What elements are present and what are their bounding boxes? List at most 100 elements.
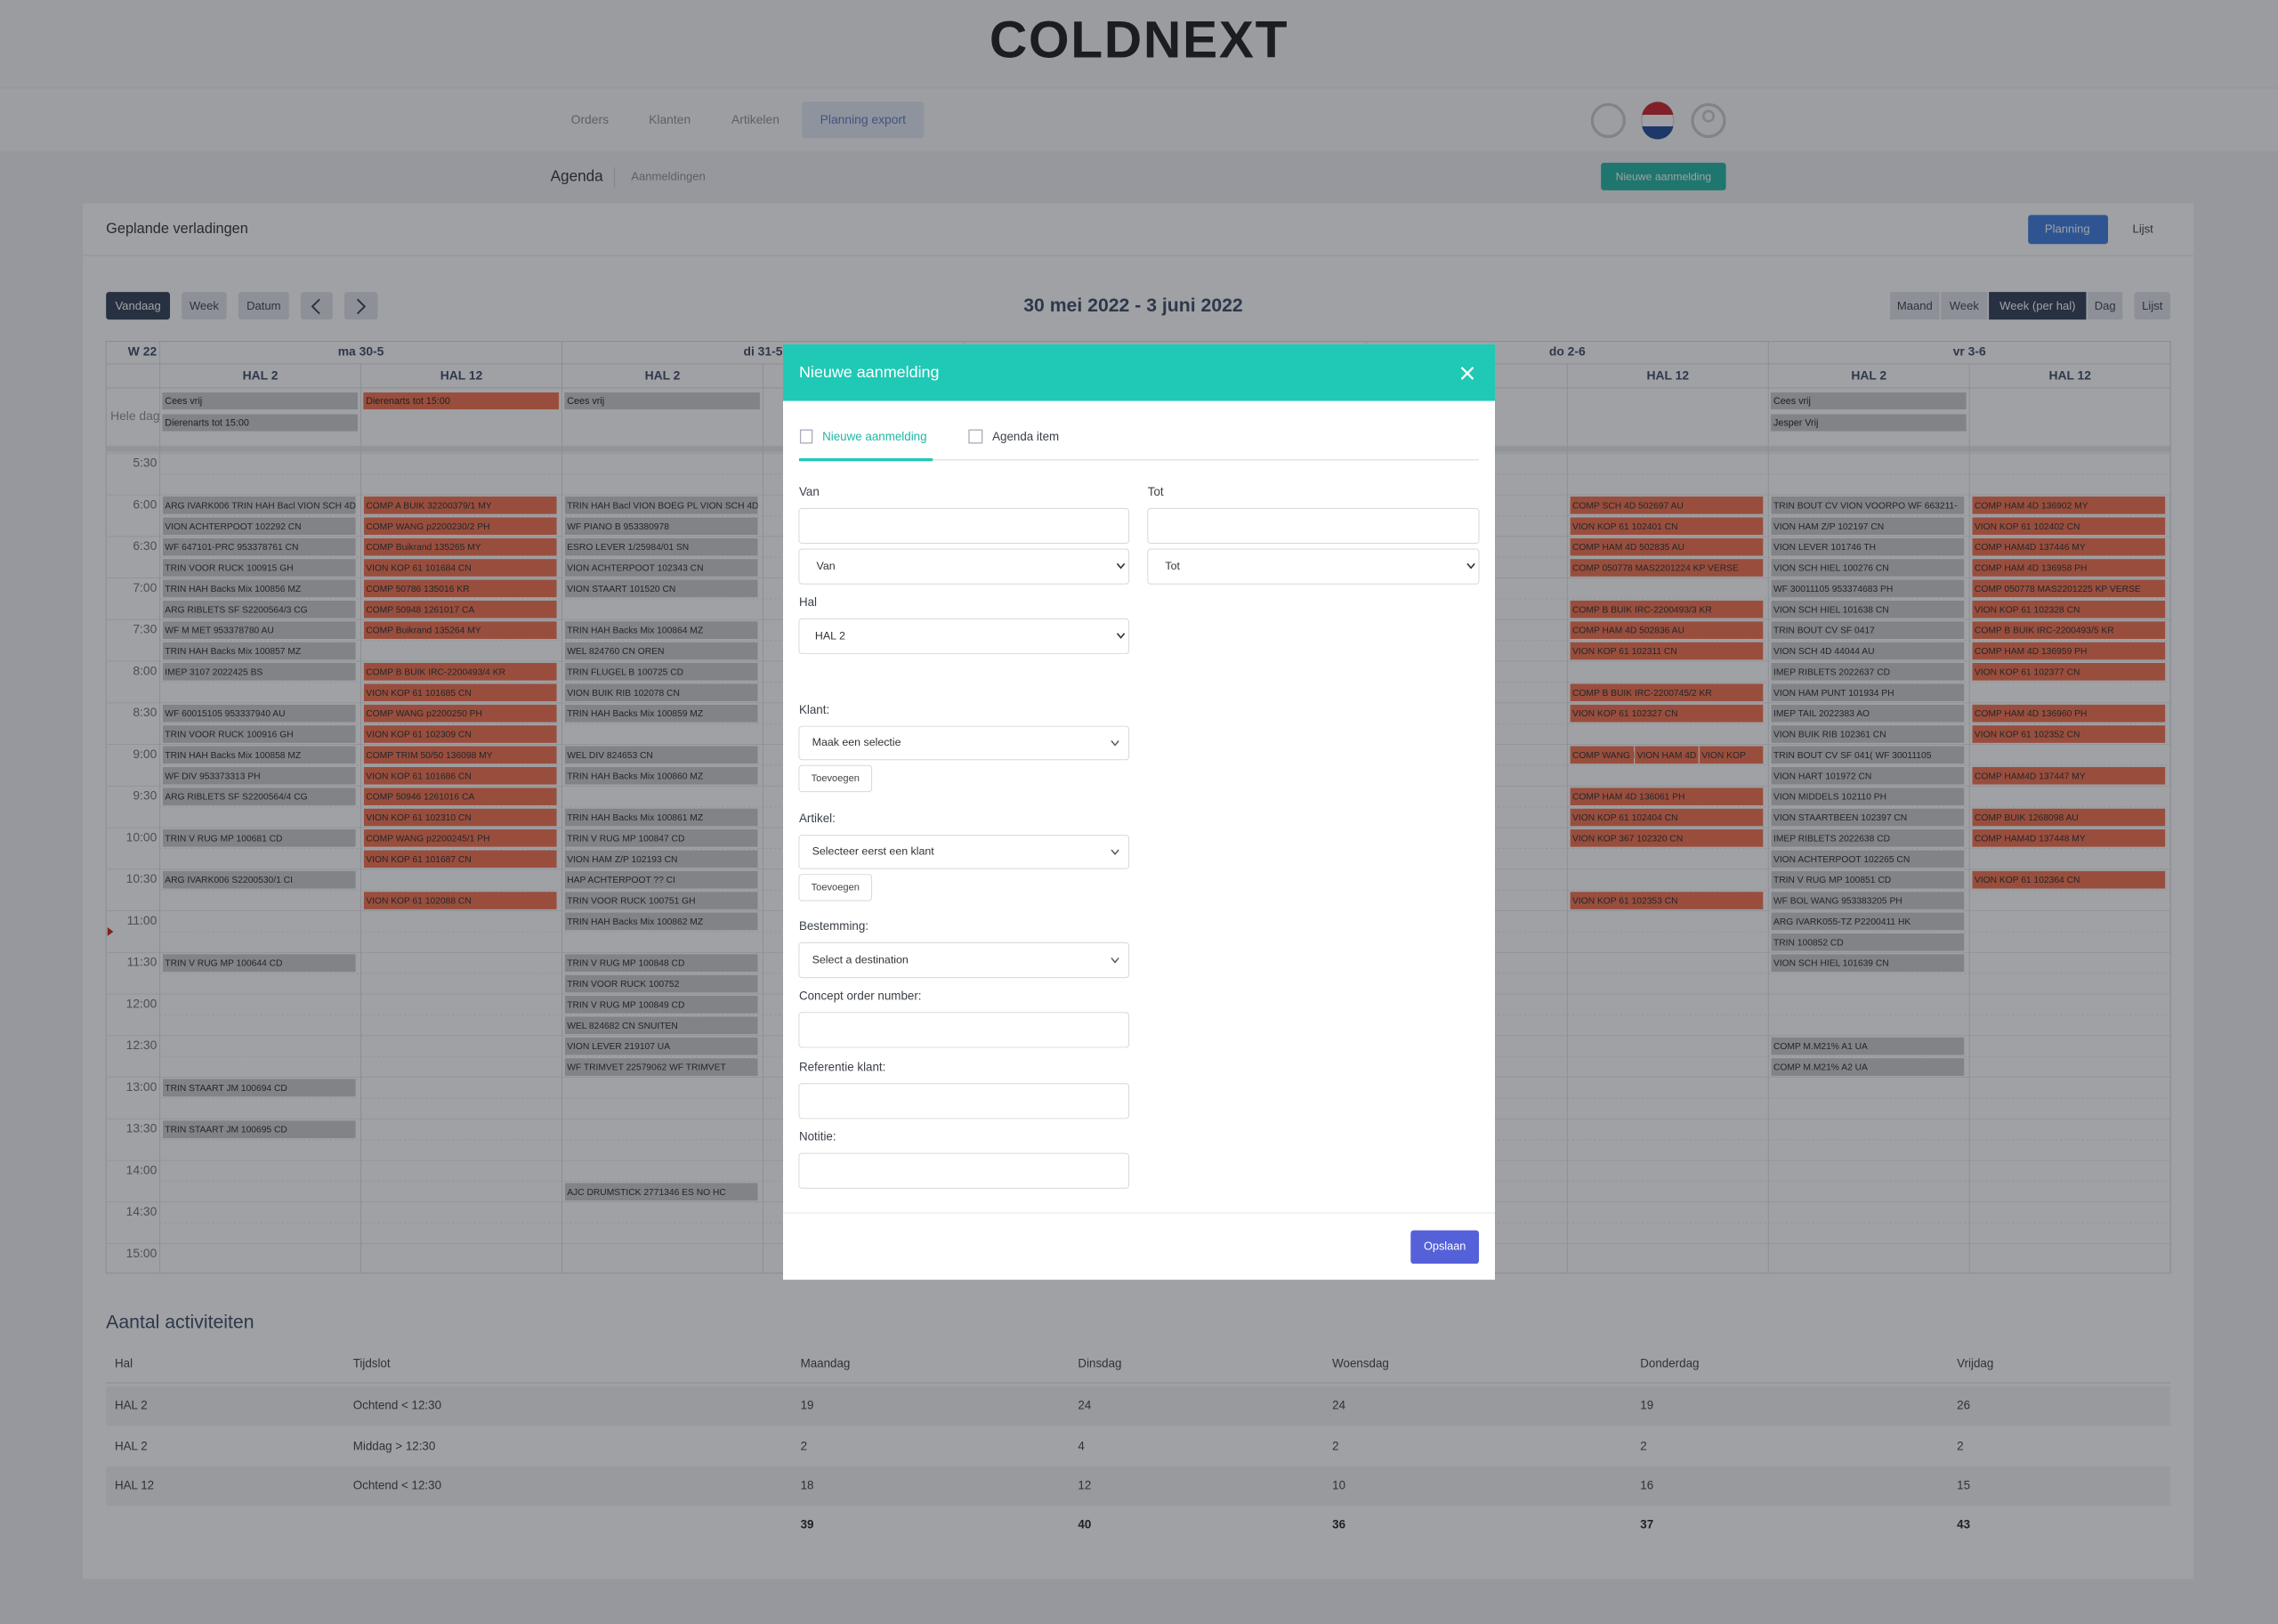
event: COMP WANG p2200230/2 PH bbox=[363, 517, 557, 536]
input-concept[interactable] bbox=[798, 1012, 1130, 1048]
event-bg bbox=[1771, 642, 1965, 660]
event-bg bbox=[1771, 1037, 1965, 1055]
select-van[interactable] bbox=[798, 548, 1130, 585]
allday-event-bg bbox=[1770, 392, 1967, 410]
subnav-aanmeldingen[interactable]: Aanmeldingen bbox=[631, 170, 705, 183]
event-text: TRIN VOOR RUCK 100916 GH bbox=[165, 731, 293, 740]
time-label: 8:00 bbox=[133, 663, 157, 677]
event-bg bbox=[1972, 559, 2166, 577]
btn-add-klant[interactable] bbox=[798, 764, 873, 793]
btn-week-hall[interactable] bbox=[1989, 292, 2087, 320]
warehouse-icon[interactable] bbox=[1590, 102, 1626, 139]
view-lijst[interactable]: Lijst bbox=[2133, 222, 2154, 235]
btn-today[interactable] bbox=[106, 292, 171, 320]
new-button[interactable] bbox=[1601, 162, 1726, 190]
event-text: VION KOP 61 102088 CN bbox=[366, 897, 472, 907]
event: VION KOP 61 102353 CN bbox=[1570, 892, 1764, 909]
nav-item[interactable]: Klanten bbox=[649, 112, 691, 126]
event: VION KOP 61 102401 CN bbox=[1570, 517, 1764, 536]
event-bg bbox=[1771, 788, 1965, 806]
stats-cell: Ochtend < 12:30 bbox=[353, 1399, 441, 1412]
event-text: COMP 50946 1261016 CA bbox=[366, 793, 474, 803]
event-bg bbox=[1570, 621, 1764, 640]
event-text: VION KOP 61 102310 CN bbox=[366, 813, 472, 823]
time-label: 13:30 bbox=[126, 1121, 158, 1135]
event: VION SCH HIEL 100276 CN bbox=[1771, 559, 1965, 577]
tab-active[interactable]: Nieuwe aanmelding bbox=[822, 430, 926, 443]
event: TRIN VOOR RUCK 100915 GH bbox=[162, 559, 356, 577]
btn-prev[interactable] bbox=[300, 292, 333, 320]
stats-cell: 24 bbox=[1078, 1399, 1091, 1412]
stats-total: 40 bbox=[1078, 1518, 1091, 1531]
event: WF TRIMVET 22579062 WF TRIMVET bbox=[564, 1058, 758, 1076]
event-bg bbox=[1771, 683, 1965, 702]
event-bg bbox=[162, 725, 356, 743]
event-text: VION LEVER 219107 UA bbox=[567, 1042, 670, 1052]
event: TRIN VOOR RUCK 100751 GH bbox=[564, 892, 758, 909]
event-text: ARG IVARK055-TZ P2200411 HK bbox=[1773, 917, 1910, 927]
event-text: COMP WANG p2200245/1 PH bbox=[366, 834, 489, 844]
prev-icon bbox=[311, 298, 320, 315]
btn-month[interactable] bbox=[1890, 292, 1940, 320]
event: COMP 050778 MAS2201224 KP VERSE bbox=[1570, 559, 1764, 577]
label-notitie: Notitie: bbox=[799, 1130, 836, 1143]
flag-blue bbox=[1642, 126, 1674, 140]
btn-week2[interactable] bbox=[1941, 292, 1988, 320]
event-text: COMP B BUIK IRC-2200493/4 KR bbox=[366, 667, 505, 677]
event-text: IMEP TAIL 2022383 AO bbox=[1773, 709, 1870, 719]
view-planning[interactable] bbox=[2028, 214, 2108, 245]
event-text: COMP 50948 1261017 CA bbox=[366, 605, 474, 615]
event: TRIN HAH Backs Mix 100857 MZ bbox=[162, 642, 356, 660]
event: VION HAM Z/P 102193 CN bbox=[564, 850, 758, 869]
modal-close[interactable] bbox=[1460, 367, 1474, 380]
event-text: VION KOP bbox=[1701, 751, 1746, 761]
hall-header: HAL 2 bbox=[243, 368, 279, 382]
event-text: VION KOP 61 101687 CN bbox=[366, 855, 472, 865]
select-hal[interactable] bbox=[798, 618, 1130, 655]
select-artikel[interactable] bbox=[798, 835, 1130, 869]
stats-header: Woensdag bbox=[1332, 1356, 1389, 1369]
stats-header: Donderdag bbox=[1640, 1356, 1699, 1369]
stats-cell: 15 bbox=[1957, 1478, 1970, 1491]
btn-next[interactable] bbox=[343, 292, 378, 320]
event: VION LEVER 101746 TH bbox=[1771, 537, 1965, 556]
select-tot[interactable] bbox=[1147, 548, 1480, 585]
stats-table: Hal Tijdslot Maandag Dinsdag Woensdag Donderd… bbox=[106, 1356, 2171, 1531]
event-text: COMP HAM 4D 502835 AU bbox=[1572, 543, 1684, 553]
event-text: COMP Buikrand 135265 MY bbox=[366, 543, 481, 553]
input-tot[interactable] bbox=[1147, 507, 1480, 544]
stats-cell: 4 bbox=[1078, 1439, 1085, 1452]
nav-item[interactable]: Artikelen bbox=[731, 112, 780, 126]
nav-item-active[interactable]: Planning export bbox=[820, 112, 906, 126]
stats-cell: 2 bbox=[1332, 1439, 1338, 1452]
input-notitie[interactable] bbox=[798, 1152, 1130, 1189]
btn-add-artikel[interactable] bbox=[798, 874, 873, 901]
event-bg bbox=[1570, 704, 1764, 723]
event: ARG IVARK006 S2200530/1 CI bbox=[162, 870, 356, 889]
subnav-agenda[interactable]: Agenda bbox=[551, 167, 604, 185]
event-bg bbox=[1570, 788, 1764, 806]
event-text: VION SCH HIEL 100276 CN bbox=[1773, 564, 1889, 574]
allday-event-bg bbox=[362, 392, 560, 410]
input-van[interactable] bbox=[798, 507, 1130, 544]
input-referentie[interactable] bbox=[798, 1083, 1130, 1119]
event-text: COMP WANG I bbox=[1572, 751, 1636, 761]
event-bg bbox=[162, 621, 356, 640]
event: COMP A BUIK 32200379/1 MY bbox=[363, 497, 557, 514]
event-text: AJC DRUMSTICK 2771346 ES NO HC bbox=[567, 1188, 726, 1198]
btn-list[interactable] bbox=[2134, 292, 2171, 320]
event-text: TRIN HAH Backs Mix 100857 MZ bbox=[165, 647, 301, 657]
event-bg bbox=[1972, 808, 2166, 827]
time-label: 11:30 bbox=[127, 955, 158, 969]
tab[interactable]: Agenda item bbox=[992, 430, 1059, 443]
user-icon[interactable] bbox=[1691, 102, 1726, 139]
event-bg bbox=[1570, 746, 1635, 764]
btn-date[interactable] bbox=[238, 292, 289, 320]
btn-day[interactable] bbox=[2088, 292, 2123, 320]
btn-save[interactable] bbox=[1410, 1230, 1480, 1264]
btn-week[interactable] bbox=[182, 292, 227, 320]
nav-item[interactable]: Orders bbox=[571, 112, 609, 126]
select-klant[interactable] bbox=[798, 725, 1130, 761]
event: VION KOP 61 101686 CN bbox=[363, 766, 557, 785]
select-bestemming[interactable] bbox=[798, 941, 1130, 979]
